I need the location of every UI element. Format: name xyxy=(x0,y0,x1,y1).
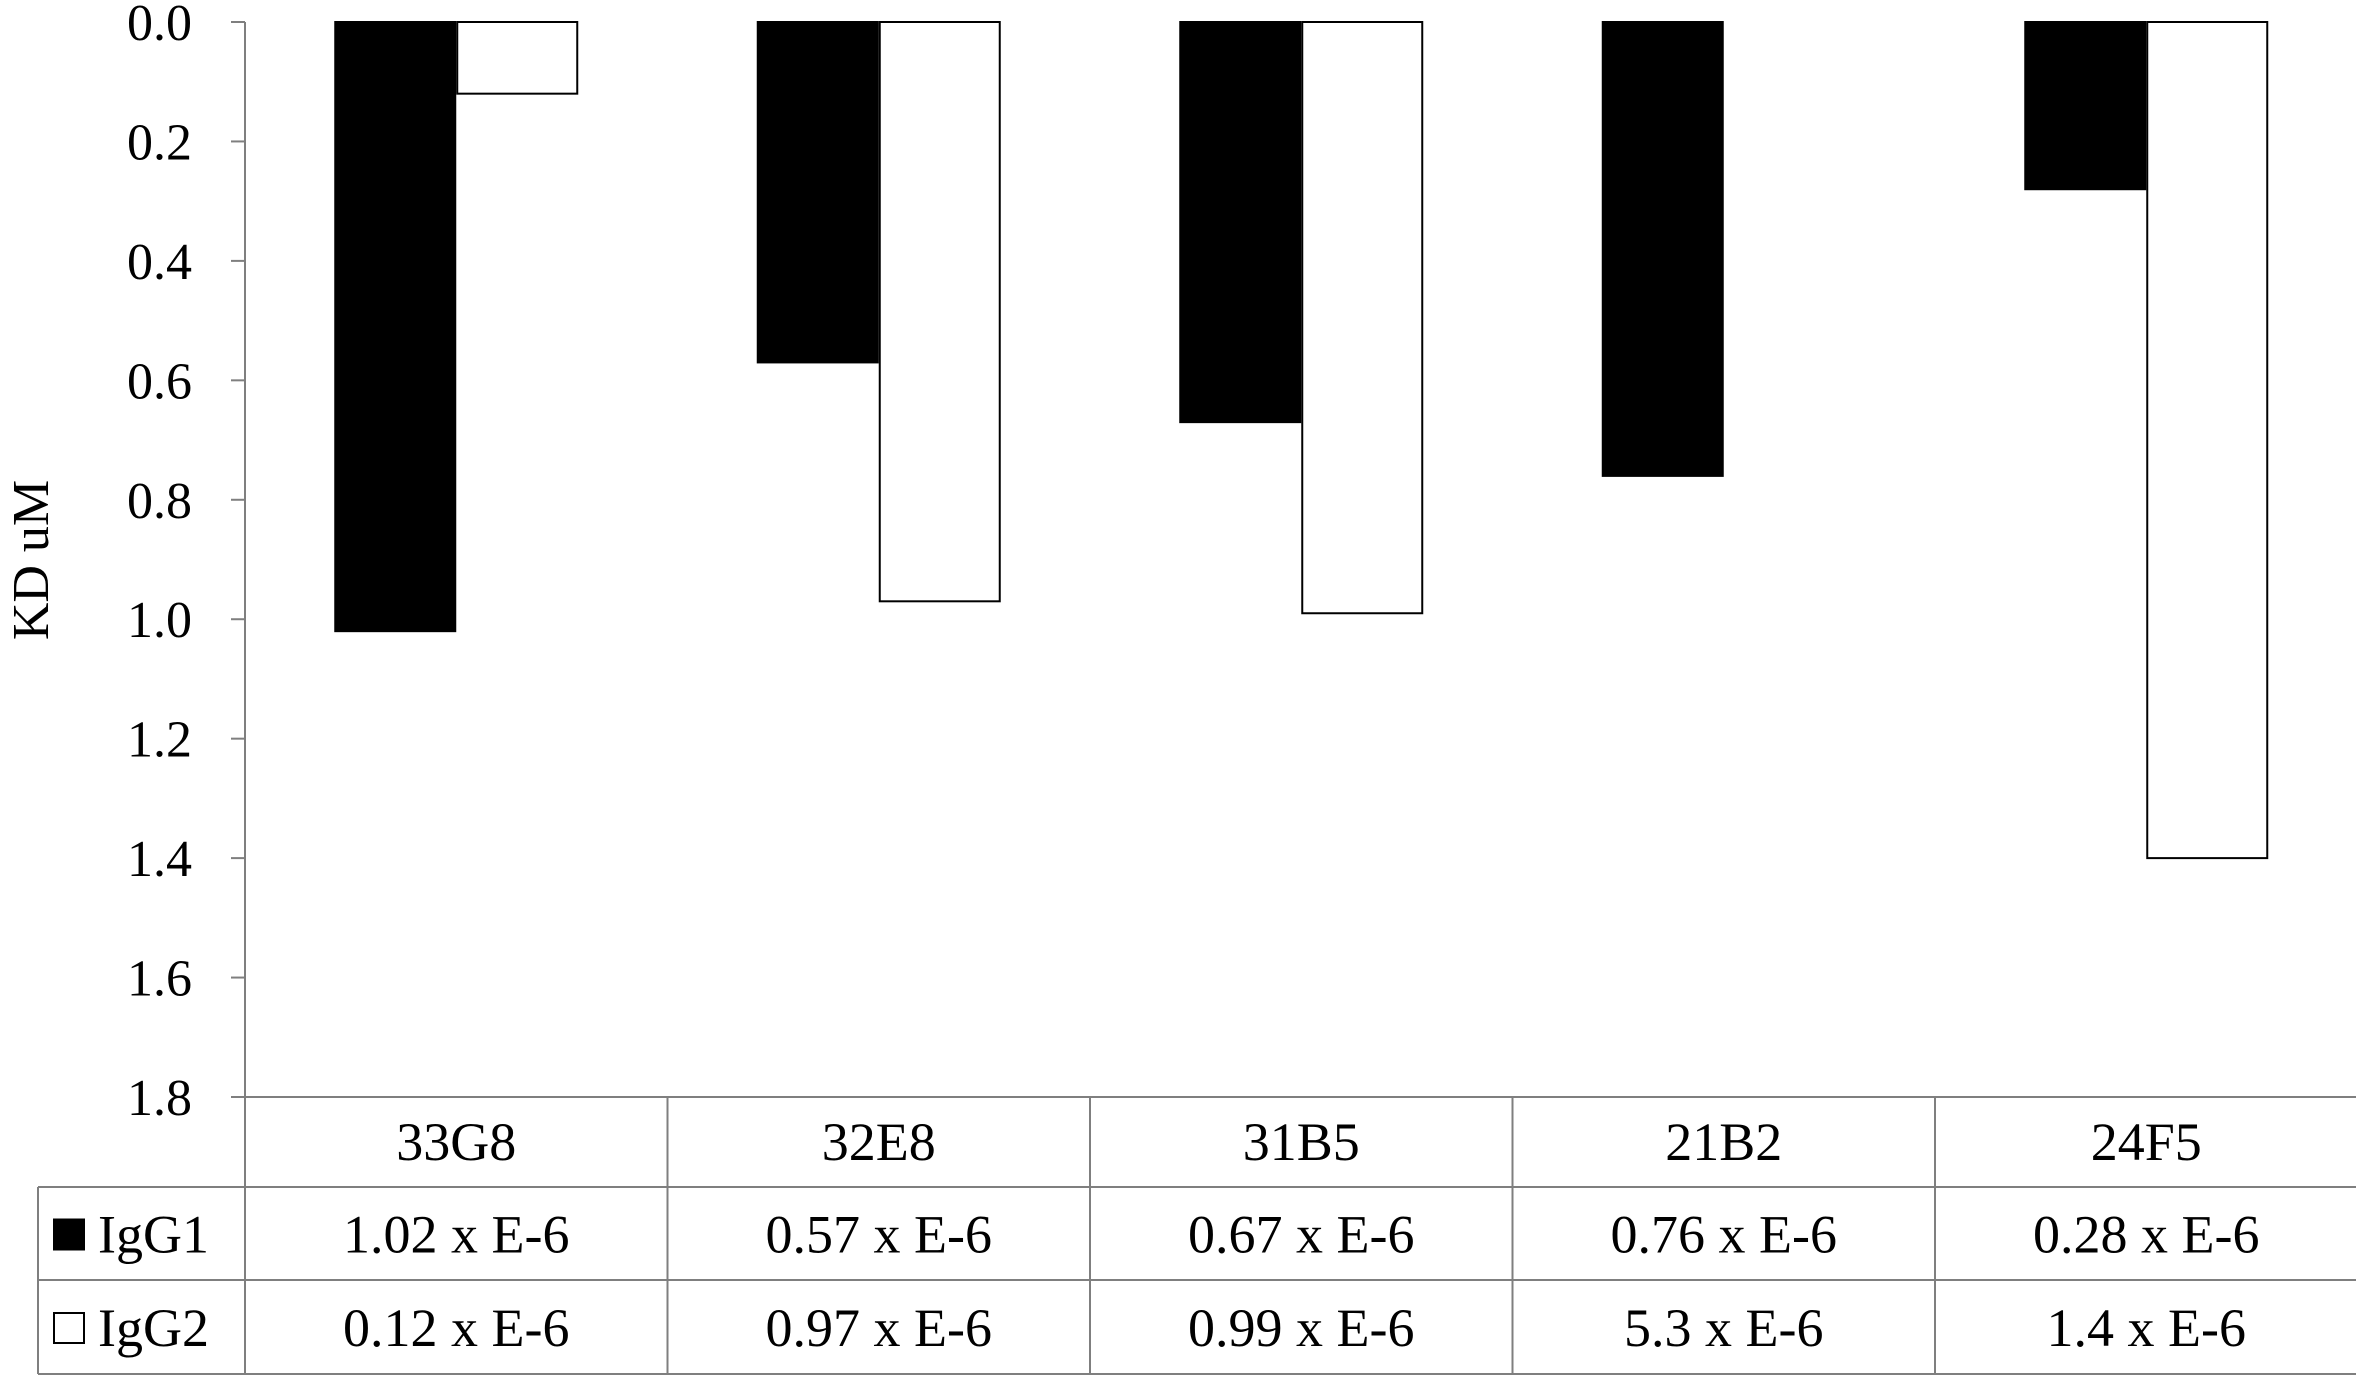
bar-igg2-31b5 xyxy=(1301,21,1424,615)
bar-igg1-24f5 xyxy=(2024,21,2147,191)
bar-igg2-33g8 xyxy=(456,21,579,95)
bar-igg1-31b5 xyxy=(1179,21,1302,424)
y-axis-title: KD uM xyxy=(3,480,60,640)
y-tick-label: 1.0 xyxy=(127,592,192,649)
bar-igg2-24f5 xyxy=(2146,21,2269,860)
axis-labels: KD uM xyxy=(3,480,60,640)
category-label: 21B2 xyxy=(1665,1112,1782,1172)
category-label: 32E8 xyxy=(822,1112,936,1172)
table-cell: 0.97 x E-6 xyxy=(766,1298,992,1358)
bar-igg1-32e8 xyxy=(756,21,879,364)
table-cell: 1.02 x E-6 xyxy=(343,1205,569,1265)
table-cell: 0.57 x E-6 xyxy=(766,1205,992,1265)
category-label: 24F5 xyxy=(2091,1112,2202,1172)
table-cell: 0.99 x E-6 xyxy=(1188,1298,1414,1358)
y-tick-label: 0.4 xyxy=(127,234,192,291)
table-cell: 0.12 x E-6 xyxy=(343,1298,569,1358)
y-tick-label: 1.8 xyxy=(127,1070,192,1127)
legend-key-igg2 xyxy=(53,1312,85,1344)
category-label: 31B5 xyxy=(1243,1112,1360,1172)
data-table: 33G8 32E8 31B5 21B2 24F5 IgG1 1.02 x E-6 0.57 x… xyxy=(37,1096,2356,1375)
table-cell: 5.3 x E-6 xyxy=(1624,1298,1823,1358)
table-cell: 0.28 x E-6 xyxy=(2033,1205,2259,1265)
category-label: 33G8 xyxy=(396,1112,516,1172)
bar-igg1-33g8 xyxy=(334,21,457,633)
legend-label-igg1: IgG1 xyxy=(98,1205,209,1265)
legend-label-igg2: IgG2 xyxy=(98,1298,209,1358)
table-cell: 0.67 x E-6 xyxy=(1188,1205,1414,1265)
bar-igg2-32e8 xyxy=(878,21,1001,603)
table-cell: 1.4 x E-6 xyxy=(2047,1298,2246,1358)
y-tick-label: 1.2 xyxy=(127,712,192,769)
table-cell: 0.76 x E-6 xyxy=(1611,1205,1837,1265)
y-tick-label: 0.8 xyxy=(127,473,192,530)
bar-igg1-21b2 xyxy=(1601,21,1724,477)
plot-area: 0.0 0.2 0.4 0.6 0.8 1.0 1.2 1.4 1.6 1.8 xyxy=(127,0,2269,1127)
y-tick-label: 0.2 xyxy=(127,114,192,171)
y-tick-label: 1.4 xyxy=(127,831,192,888)
y-tick-label: 0.0 xyxy=(127,0,192,52)
y-tick-label: 1.6 xyxy=(127,951,192,1008)
legend-key-igg1 xyxy=(53,1218,85,1251)
y-tick-label: 0.6 xyxy=(127,353,192,410)
